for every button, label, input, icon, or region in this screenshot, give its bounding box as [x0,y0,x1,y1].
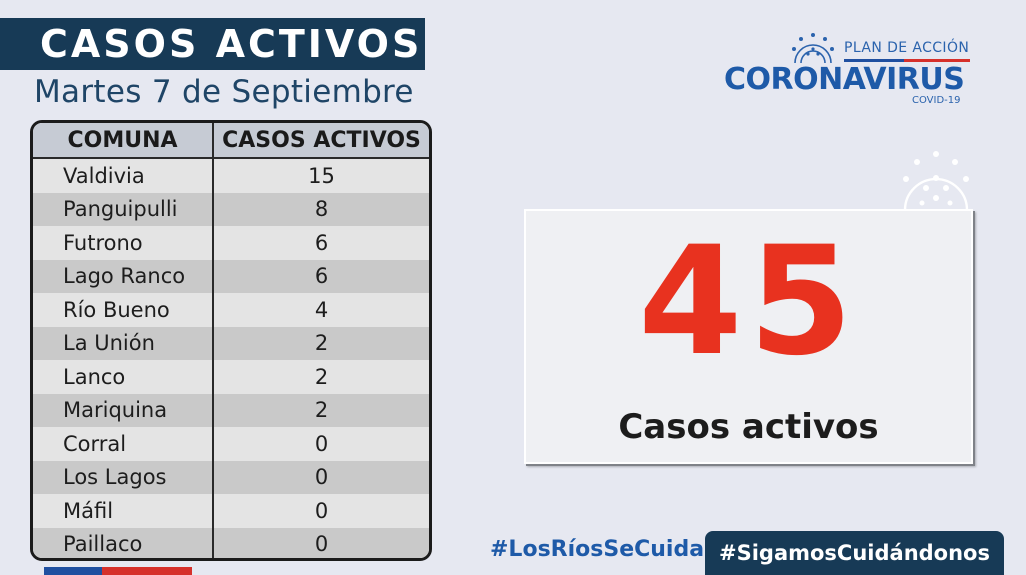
logo-sub-label: COVID-19 [912,95,961,106]
page-title: CASOS ACTIVOS [40,22,423,66]
brand-stripe-red [102,567,192,575]
comuna-cell: Valdivia [33,159,214,193]
comuna-cell: La Unión [33,326,214,360]
table-row: Panguipulli 8 [33,192,429,226]
table-row: Futrono 6 [33,226,429,260]
comuna-cell: Lanco [33,360,214,394]
table-row: Paillaco 0 [33,527,429,558]
total-cases-number: 45 [638,215,859,389]
table-header: COMUNA CASOS ACTIVOS [33,123,429,159]
column-header-comuna: COMUNA [33,123,214,157]
casos-cell: 0 [314,431,329,456]
table-row: Lago Ranco 6 [33,259,429,293]
virus-icon [903,151,969,211]
table-row: Máfil 0 [33,494,429,528]
logo-main-label: CORONAVIRUS [724,62,965,97]
casos-cell: 8 [314,197,329,222]
casos-cell: 2 [314,398,329,423]
total-cases-label: Casos activos [618,407,879,447]
comuna-cell: Río Bueno [33,293,214,327]
logo-plan-label: PLAN DE ACCIÓN [844,40,970,56]
casos-cell: 15 [308,163,335,188]
total-cases-card: 45 Casos activos [524,209,973,464]
casos-cell: 4 [314,297,329,322]
casos-cell: 0 [314,465,329,490]
table-row: Corral 0 [33,427,429,461]
brand-stripe [44,567,192,575]
casos-cell: 2 [314,364,329,389]
page-title-banner: CASOS ACTIVOS [0,18,425,70]
table-row: Los Lagos 0 [33,460,429,494]
comuna-cell: Mariquina [33,393,214,427]
comuna-cell: Lago Ranco [33,259,214,293]
comuna-cell: Máfil [33,494,214,528]
hashtag-secondary-badge: #SigamosCuidándonos [705,531,1004,575]
column-header-casos: CASOS ACTIVOS [222,127,421,153]
casos-cell: 0 [314,532,329,557]
plan-coronavirus-logo: PLAN DE ACCIÓN CORONAVIRUS COVID-19 [724,32,974,112]
table-row: Río Bueno 4 [33,293,429,327]
cases-table: COMUNA CASOS ACTIVOS Valdivia 15 Panguipu… [30,120,432,561]
casos-cell: 2 [314,331,329,356]
comuna-cell: Panguipulli [33,192,214,226]
casos-cell: 0 [314,498,329,523]
comuna-cell: Paillaco [33,527,214,558]
comuna-cell: Corral [33,427,214,461]
comuna-cell: Los Lagos [33,460,214,494]
table-row: Valdivia 15 [33,159,429,193]
table-row: Mariquina 2 [33,393,429,427]
comuna-cell: Futrono [33,226,214,260]
casos-cell: 6 [314,264,329,289]
casos-cell: 6 [314,230,329,255]
table-row: La Unión 2 [33,326,429,360]
date-subtitle: Martes 7 de Septiembre [34,74,414,110]
hashtag-primary: #LosRíosSeCuida [490,537,705,562]
virus-icon [792,33,834,64]
logo-stripe [844,59,970,62]
table-body: Valdivia 15 Panguipulli 8 Futrono 6 Lago Ra… [33,159,429,558]
hashtag-secondary: #SigamosCuidándonos [719,541,990,565]
table-row: Lanco 2 [33,360,429,394]
brand-stripe-blue [44,567,102,575]
